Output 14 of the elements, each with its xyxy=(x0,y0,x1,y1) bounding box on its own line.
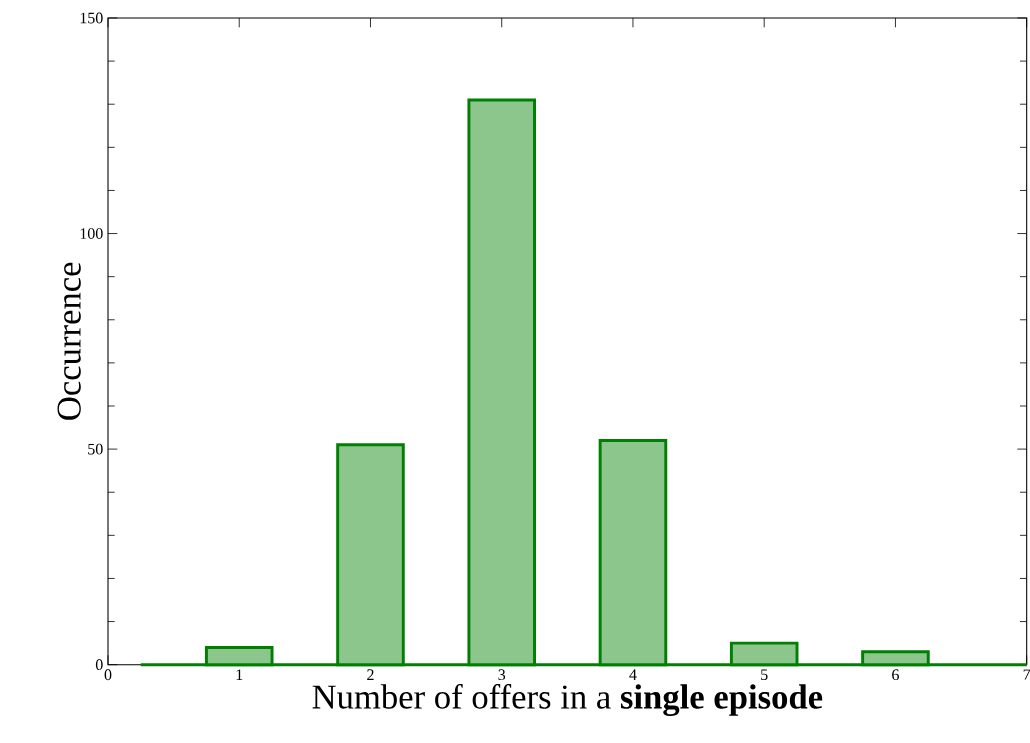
x-tick-label: 3 xyxy=(498,669,506,681)
x-tick-label: 2 xyxy=(367,669,374,680)
y-axis-title: Occurrence xyxy=(57,262,81,420)
x-tick-label: 6 xyxy=(892,669,899,681)
x-axis-title: Number of offers in a single episode xyxy=(312,684,823,717)
x-tick-label: 0 xyxy=(104,669,112,681)
y-tick-label: 50 xyxy=(88,443,103,455)
y-tick-label: 100 xyxy=(80,228,103,239)
x-tick-label: 5 xyxy=(761,669,768,680)
y-tick-label: 0 xyxy=(95,659,103,671)
x-tick-label: 4 xyxy=(629,669,637,680)
x-tick-label: 7 xyxy=(1023,669,1030,680)
x-tick-label: 1 xyxy=(236,669,243,680)
y-tick-label: 150 xyxy=(80,12,103,24)
